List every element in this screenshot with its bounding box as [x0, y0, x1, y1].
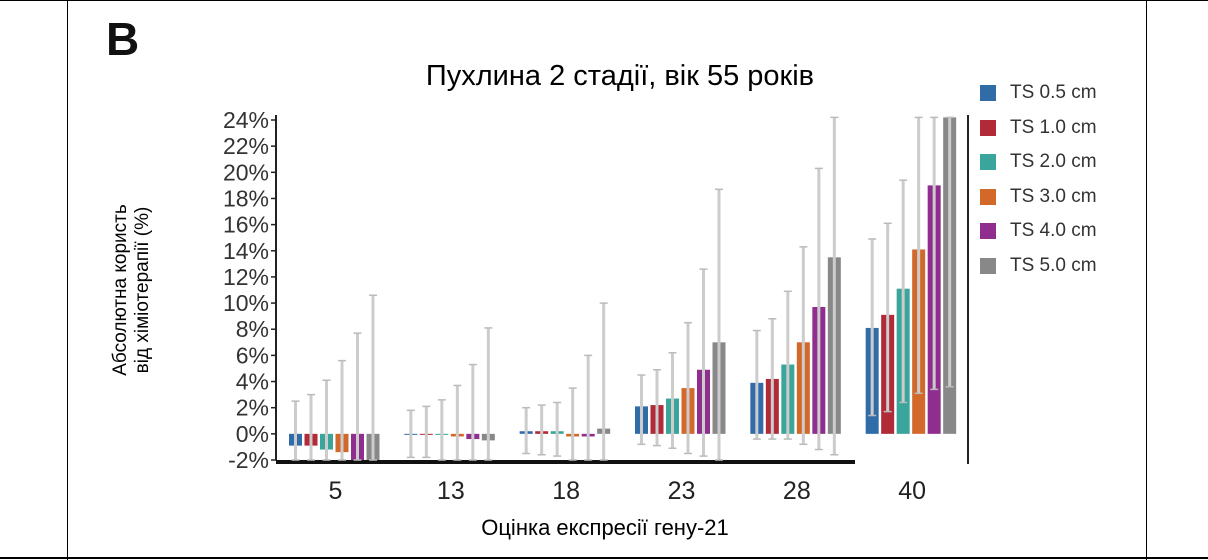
- legend-swatch: [980, 119, 996, 136]
- x-tick-label: 28: [783, 477, 811, 505]
- y-tick-label: 14%: [223, 238, 269, 264]
- y-tick-label: 22%: [223, 133, 269, 159]
- y-tick-label: 12%: [223, 264, 269, 290]
- frame-bottom-line: [0, 557, 1208, 559]
- x-axis-label: Оцінка експресії гену-21: [481, 515, 729, 540]
- legend-item: TS 4.0 cm: [980, 214, 1145, 249]
- legend-label: TS 1.0 cm: [1010, 116, 1097, 138]
- legend-swatch: [980, 188, 996, 205]
- y-tick-label: 20%: [223, 159, 269, 185]
- y-tick-label: 10%: [223, 290, 269, 316]
- y-tick-label: 18%: [223, 185, 269, 211]
- legend-label: TS 2.0 cm: [1010, 151, 1097, 173]
- legend-swatch: [980, 85, 996, 102]
- legend: TS 0.5 cm TS 1.0 cm TS 2.0 cm TS 3.0 cm TS 4…: [980, 76, 1145, 283]
- legend-label: TS 3.0 cm: [1010, 185, 1097, 207]
- x-tick-label: 5: [329, 477, 343, 505]
- frame-right-line: [1146, 0, 1147, 560]
- panel-label: B: [106, 13, 140, 65]
- y-tick-label: 2%: [236, 395, 269, 421]
- legend-label: TS 0.5 cm: [1010, 82, 1097, 104]
- legend-swatch: [980, 223, 996, 240]
- legend-item: TS 5.0 cm: [980, 249, 1145, 284]
- chart-title: Пухлина 2 стадії, вік 55 років: [425, 60, 815, 92]
- x-tick-label: 13: [437, 477, 465, 505]
- y-tick-label: 8%: [236, 316, 269, 342]
- x-tick-label: 40: [898, 477, 926, 505]
- frame-top-line: [0, 0, 1208, 1]
- legend-swatch: [980, 154, 996, 171]
- legend-item: TS 3.0 cm: [980, 180, 1145, 215]
- y-tick-label: 4%: [236, 369, 269, 395]
- y-tick-label: 6%: [236, 342, 269, 368]
- y-tick-label: 24%: [223, 107, 269, 133]
- y-tick-label: 16%: [223, 212, 269, 238]
- legend-item: TS 2.0 cm: [980, 145, 1145, 180]
- legend-label: TS 4.0 cm: [1010, 220, 1097, 242]
- x-tick-label: 18: [552, 477, 580, 505]
- x-tick-label: 23: [668, 477, 696, 505]
- frame-left-line: [67, 0, 68, 560]
- legend-label: TS 5.0 cm: [1010, 254, 1097, 276]
- legend-swatch: [980, 257, 996, 274]
- legend-item: TS 1.0 cm: [980, 111, 1145, 146]
- legend-item: TS 0.5 cm: [980, 76, 1145, 111]
- y-tick-label: 0%: [236, 421, 269, 447]
- y-tick-label: -2%: [228, 447, 269, 473]
